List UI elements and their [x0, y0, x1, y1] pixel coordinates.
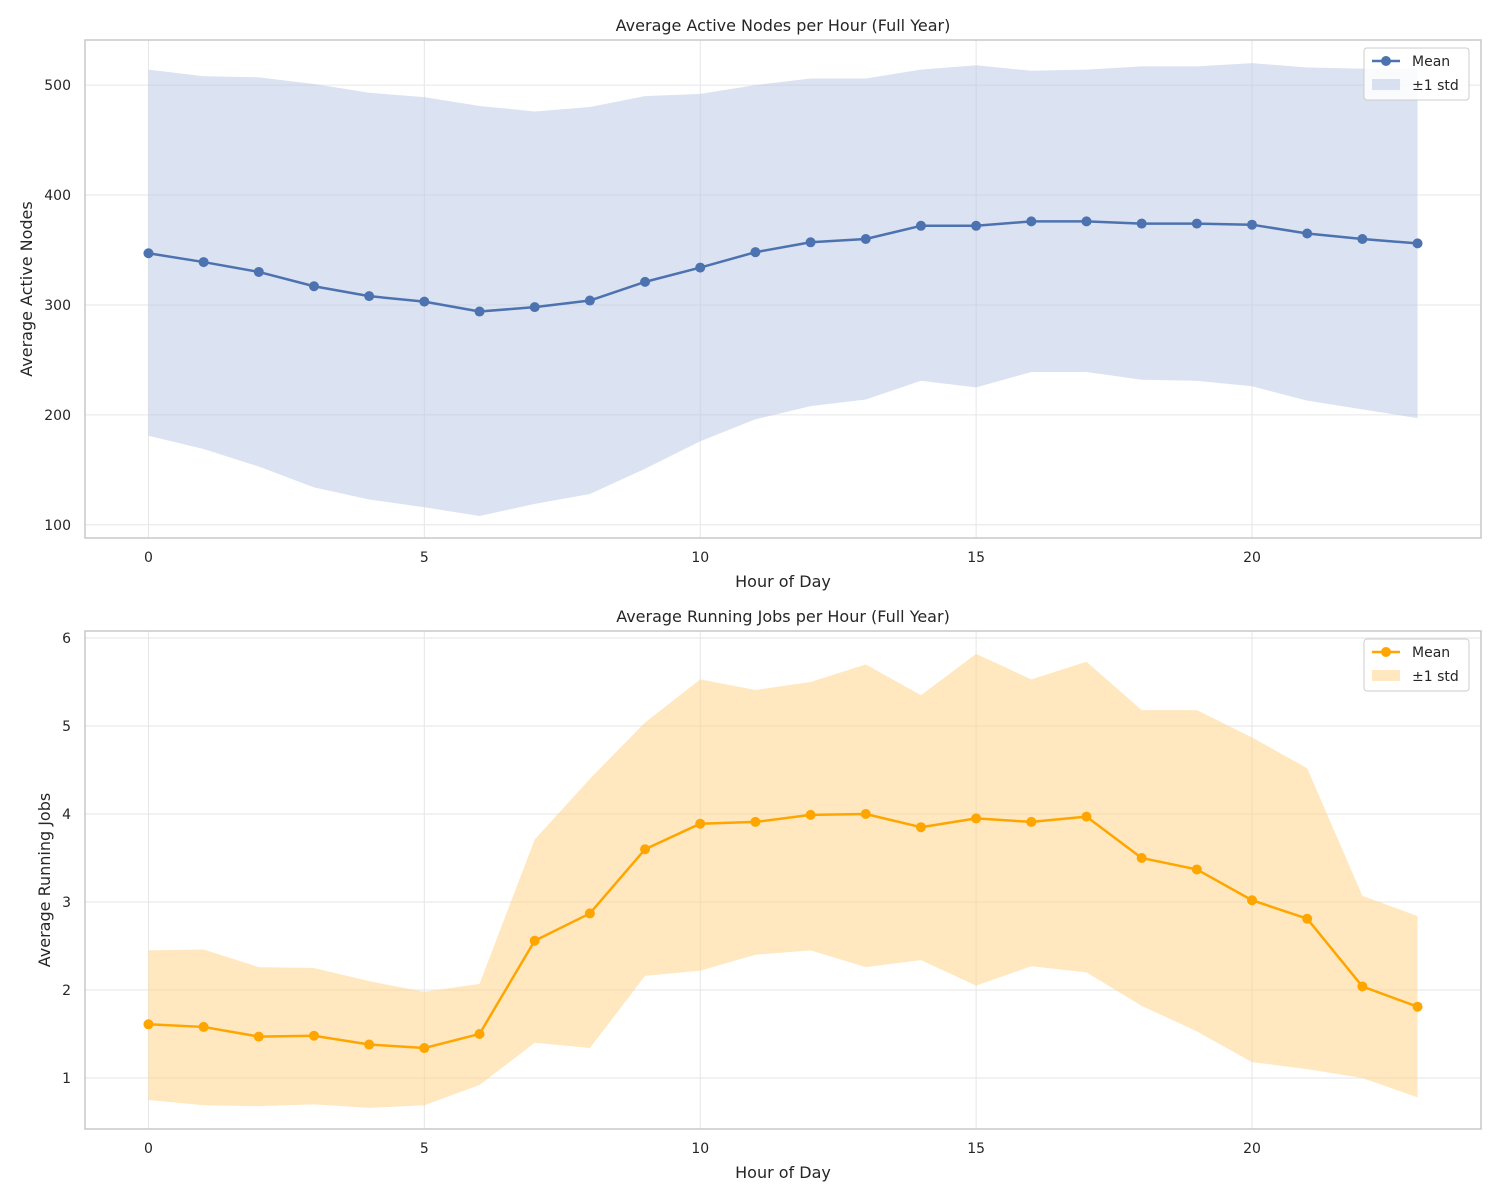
chart-1-mean-point — [419, 1043, 430, 1054]
chart-1-mean-point — [695, 818, 706, 829]
chart-1-ylabel: Average Running Jobs — [35, 793, 54, 967]
chart-0-mean-point — [308, 281, 319, 292]
chart-0-mean-point — [1081, 216, 1092, 227]
chart-1-mean-point — [1357, 981, 1368, 992]
chart-1-legend-std-swatch — [1372, 670, 1400, 681]
chart-1-mean-point — [640, 844, 651, 855]
chart-1-mean-point — [1412, 1001, 1423, 1012]
chart-0-xtick-label: 10 — [691, 550, 709, 566]
chart-0-mean-point — [584, 295, 595, 306]
chart-1-title: Average Running Jobs per Hour (Full Year… — [616, 607, 950, 626]
chart-0-ytick-label: 100 — [44, 518, 71, 534]
chart-1-xlabel: Hour of Day — [735, 1163, 831, 1182]
chart-1-mean-point — [971, 813, 982, 824]
chart-1-ytick-label: 6 — [62, 631, 71, 647]
chart-0-mean-point — [529, 302, 540, 313]
chart-0-xtick-label: 0 — [144, 550, 153, 566]
chart-1-frame — [84, 630, 1482, 1130]
chart-1-xtick-label: 10 — [691, 1141, 709, 1157]
chart-0-mean-point — [143, 248, 154, 259]
chart-1-mean-point — [805, 809, 816, 820]
chart-0-mean-point — [640, 276, 651, 287]
chart-1-ytick-label: 4 — [62, 807, 71, 823]
chart-1-mean-point — [308, 1030, 319, 1041]
chart-0-legend: Mean ±1 std — [1363, 47, 1470, 101]
chart-0-ytick-label: 500 — [44, 78, 71, 94]
chart-0-legend-mean-marker — [1381, 56, 1391, 66]
chart-0-mean-point — [860, 233, 871, 244]
chart-0-xtick-label: 15 — [967, 550, 985, 566]
chart-1-mean-point — [584, 908, 595, 919]
chart-running-jobs: 0 5 10 15 20 1 2 3 4 5 6 Average Running Jobs per H… — [35, 607, 1482, 1182]
chart-1-mean-point — [1302, 913, 1313, 924]
chart-0-mean-line — [148, 220, 1418, 313]
chart-0-mean-point — [695, 262, 706, 273]
chart-1-mean-point — [143, 1019, 154, 1030]
chart-1-mean-point — [1191, 864, 1202, 875]
chart-1-xtick-label: 20 — [1243, 1141, 1261, 1157]
chart-1-legend-std-label: ±1 std — [1412, 669, 1459, 685]
chart-0-mean-point — [971, 220, 982, 231]
chart-1-xtick-label: 0 — [144, 1141, 153, 1157]
chart-1-legend-mean-label: Mean — [1412, 645, 1450, 661]
chart-0-mean-point — [419, 296, 430, 307]
chart-0-mean-point — [1026, 216, 1037, 227]
chart-1-mean-point — [1026, 816, 1037, 827]
chart-0-mean-point — [364, 291, 375, 302]
chart-0-xtick-label: 20 — [1243, 550, 1261, 566]
chart-1-mean-point — [198, 1021, 209, 1032]
chart-0-title: Average Active Nodes per Hour (Full Year… — [616, 16, 951, 35]
chart-1-ytick-label: 3 — [62, 895, 71, 911]
chart-0-ylabel: Average Active Nodes — [17, 201, 36, 376]
chart-1-mean-point — [474, 1028, 485, 1039]
chart-0-ytick-label: 300 — [44, 298, 71, 314]
chart-0-xlabel: Hour of Day — [735, 572, 831, 591]
chart-0-legend-std-label: ±1 std — [1412, 78, 1459, 94]
chart-0-mean-point — [805, 237, 816, 248]
chart-0-xtick-label: 5 — [420, 550, 429, 566]
chart-0-mean-point — [474, 306, 485, 317]
chart-1-ytick-label: 5 — [62, 719, 71, 735]
chart-0-mean-point — [1136, 218, 1147, 229]
chart-1-mean-line — [148, 812, 1418, 1050]
chart-1-mean-point — [915, 822, 926, 833]
chart-0-legend-std-swatch — [1372, 79, 1400, 90]
chart-1-std-band — [148, 653, 1418, 1108]
chart-1-mean-point — [1136, 853, 1147, 864]
chart-active-nodes: 0 5 10 15 20 100 200 300 400 500 Average Active No… — [17, 16, 1482, 591]
chart-0-mean-point — [253, 266, 264, 277]
chart-1-legend-mean-marker — [1381, 647, 1391, 657]
chart-0-mean-point — [1302, 228, 1313, 239]
chart-1-mean-point — [1081, 811, 1092, 822]
chart-1-mean-point — [1247, 895, 1258, 906]
chart-0-std-band — [148, 63, 1418, 517]
chart-1-mean-point — [253, 1031, 264, 1042]
chart-1-mean-point — [860, 809, 871, 820]
chart-1-mean-point — [364, 1039, 375, 1050]
chart-0-mean-point — [1357, 233, 1368, 244]
chart-1-mean-point — [750, 816, 761, 827]
chart-0-mean-point — [915, 220, 926, 231]
chart-1-legend: Mean ±1 std — [1363, 638, 1470, 692]
chart-1-xtick-label: 15 — [967, 1141, 985, 1157]
chart-0-mean-point — [1191, 218, 1202, 229]
chart-1-ytick-label: 1 — [62, 1071, 71, 1087]
chart-0-legend-mean-label: Mean — [1412, 54, 1450, 70]
chart-0-ytick-label: 200 — [44, 408, 71, 424]
chart-0-mean-point — [750, 247, 761, 258]
chart-0-mean-point — [1412, 238, 1423, 249]
chart-1-ytick-label: 2 — [62, 983, 71, 999]
chart-0-frame — [84, 39, 1482, 539]
chart-0-mean-point — [198, 257, 209, 268]
chart-1-mean-point — [529, 935, 540, 946]
chart-1-xtick-label: 5 — [420, 1141, 429, 1157]
chart-0-mean-point — [1247, 219, 1258, 230]
chart-0-ytick-label: 400 — [44, 188, 71, 204]
